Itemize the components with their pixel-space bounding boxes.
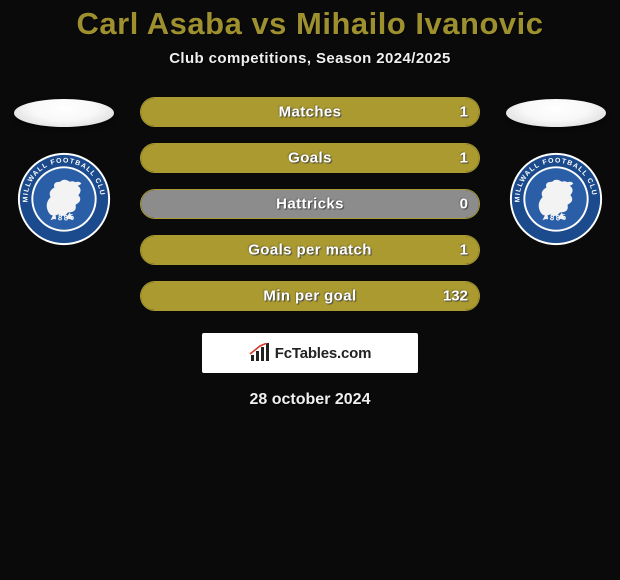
right-column: MILLWALL FOOTBALL CLUB 1885 [496,97,616,252]
bar-fill-wrap [141,98,479,126]
club-badge-right: MILLWALL FOOTBALL CLUB 1885 [508,151,604,252]
bar-fill-right [141,282,479,310]
left-column: MILLWALL FOOTBALL CLUB 1885 [4,97,124,252]
brand-label: FcTables.com [275,345,372,362]
stat-bar: Matches1 [140,97,480,127]
millwall-badge-icon: MILLWALL FOOTBALL CLUB 1885 [508,151,604,247]
bar-fill-right [141,236,479,264]
stat-bar: Goals per match1 [140,235,480,265]
stat-bars: Matches1 Goals1 Hattricks0 Goals per match1… [124,97,496,311]
subtitle: Club competitions, Season 2024/2025 [4,50,616,67]
bar-fill-right [141,190,479,218]
brand-box: FcTables.com [202,333,418,373]
club-badge-left: MILLWALL FOOTBALL CLUB 1885 [16,151,112,252]
bar-fill-right [141,144,479,172]
main-row: MILLWALL FOOTBALL CLUB 1885 Matches1Goa [4,97,616,311]
stat-bar: Min per goal132 [140,281,480,311]
page-title: Carl Asaba vs Mihailo Ivanovic [4,6,616,42]
millwall-badge-icon: MILLWALL FOOTBALL CLUB 1885 [16,151,112,247]
bar-fill-wrap [141,282,479,310]
player-left-avatar-placeholder [14,99,114,127]
infographic-root: Carl Asaba vs Mihailo Ivanovic Club comp… [0,0,620,580]
bar-fill-wrap [141,236,479,264]
bar-chart-icon [249,343,271,363]
bar-fill-wrap [141,144,479,172]
stat-bar: Goals1 [140,143,480,173]
stat-bar: Hattricks0 [140,189,480,219]
date-label: 28 october 2024 [4,391,616,409]
bar-fill-right [141,98,479,126]
bar-fill-wrap [141,190,479,218]
player-right-avatar-placeholder [506,99,606,127]
